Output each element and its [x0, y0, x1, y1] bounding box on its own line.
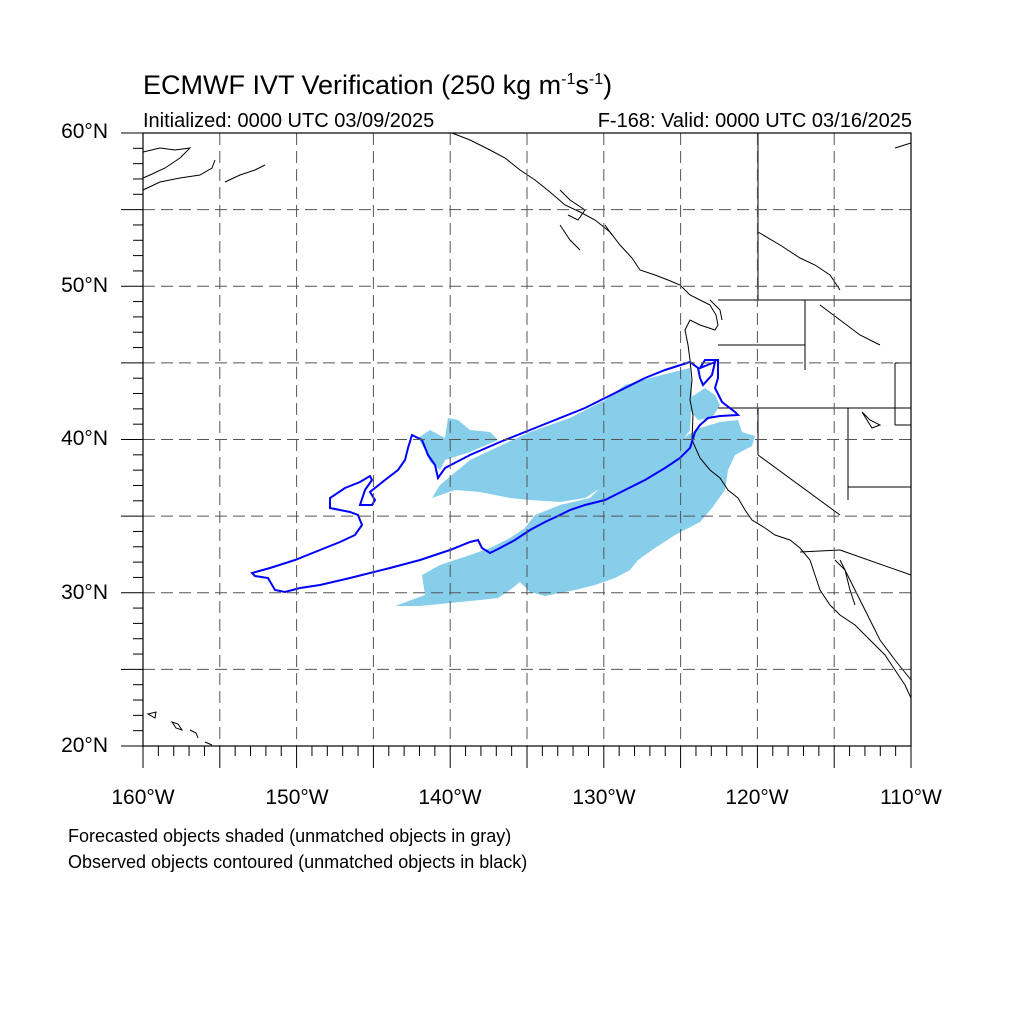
forecast-ivt-object-extra — [690, 388, 720, 420]
forecast-ivt-object — [395, 368, 755, 606]
lon-label-150w: 150°W — [265, 786, 329, 809]
axis-ticks — [121, 132, 912, 768]
legend-observed-note: Observed objects contoured (unmatched ob… — [68, 852, 528, 872]
political-borders — [718, 133, 912, 576]
lon-label-160w: 160°W — [111, 786, 175, 809]
map-frame — [142, 132, 912, 747]
lat-lon-grid — [143, 133, 911, 746]
observed-ivt-contour — [250, 359, 741, 594]
map-title: ECMWF IVT Verification (250 kg m-1s-1) — [143, 70, 613, 100]
lon-label-140w: 140°W — [418, 786, 482, 809]
legend-forecast-note: Forecasted objects shaded (unmatched obj… — [68, 826, 512, 846]
lon-label-120w: 120°W — [725, 786, 789, 809]
coastlines — [142, 132, 912, 746]
lat-label-20n: 20°N — [61, 734, 108, 757]
lon-label-130w: 130°W — [572, 786, 636, 809]
lat-label-60n: 60°N — [61, 120, 108, 143]
valid-time: F-168: Valid: 0000 UTC 03/16/2025 — [597, 110, 912, 132]
lat-label-30n: 30°N — [61, 581, 108, 604]
initialized-time: Initialized: 0000 UTC 03/09/2025 — [143, 110, 435, 132]
lon-label-110w: 110°W — [880, 786, 942, 809]
lat-label-40n: 40°N — [61, 427, 108, 450]
lat-label-50n: 50°N — [61, 274, 108, 297]
